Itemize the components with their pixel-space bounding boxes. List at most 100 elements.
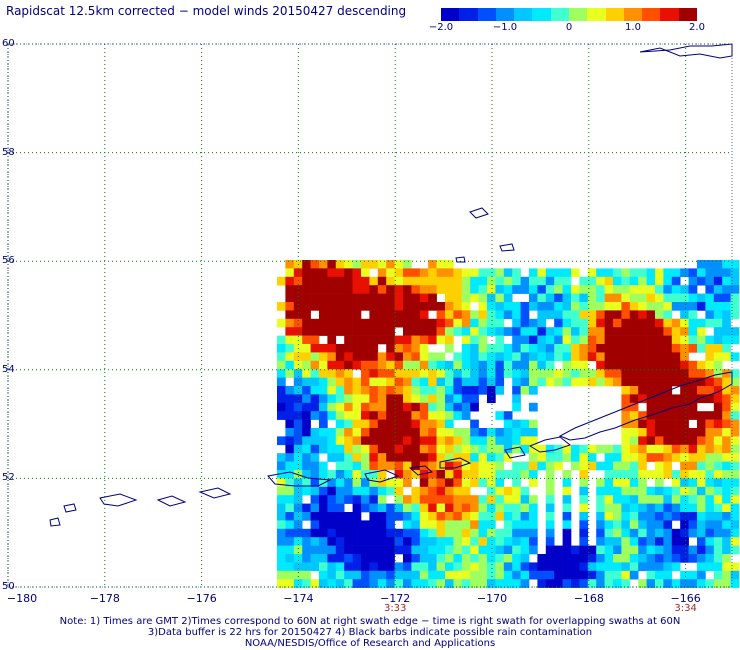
wind-cell [697, 570, 706, 580]
wind-cell [512, 444, 521, 454]
wind-cell [419, 310, 429, 320]
wind-cell [722, 436, 731, 446]
wind-cell [646, 512, 656, 521]
wind-cell [512, 335, 521, 345]
wind-cell [629, 293, 639, 303]
wind-cell [369, 495, 379, 504]
wind-cell [428, 386, 437, 395]
wind-cell [478, 512, 488, 521]
wind-cell [663, 352, 673, 362]
wind-cell [705, 360, 715, 370]
wind-cell [293, 327, 303, 336]
wind-cell [663, 285, 673, 294]
wind-cell [629, 436, 639, 446]
wind-cell [352, 276, 362, 286]
wind-cell [461, 327, 471, 336]
wind-cell [571, 344, 580, 353]
wind-cell [655, 428, 664, 437]
wind-cell [394, 293, 404, 303]
colorbar [441, 8, 697, 21]
wind-cell [453, 268, 463, 278]
wind-cell [713, 310, 723, 320]
wind-cell [621, 562, 631, 572]
wind-cell [688, 386, 698, 395]
wind-cell [352, 352, 362, 362]
wind-cell [621, 386, 631, 395]
wind-cell [335, 377, 345, 387]
wind-cell [613, 512, 622, 521]
wind-cell [562, 570, 572, 580]
wind-cell [680, 579, 689, 588]
wind-cell [327, 428, 337, 437]
wind-cell [529, 444, 538, 454]
swath-time-label: 3:33 [383, 603, 407, 614]
wind-cell [335, 562, 345, 572]
wind-cell [596, 344, 605, 353]
wind-cell [613, 310, 622, 320]
wind-cell [403, 402, 412, 412]
wind-cell [386, 453, 395, 462]
wind-cell [655, 276, 664, 286]
wind-cell [436, 520, 446, 530]
wind-cell [478, 276, 488, 286]
wind-cell [680, 318, 689, 328]
wind-cell [411, 310, 421, 320]
wind-cell [319, 411, 328, 420]
wind-cell [663, 327, 673, 336]
wind-cell [730, 386, 740, 395]
wind-cell [663, 428, 673, 437]
wind-cell [629, 411, 639, 420]
wind-cell [327, 537, 337, 546]
wind-cell [445, 285, 454, 294]
wind-cell [596, 318, 605, 328]
wind-cell [529, 268, 538, 278]
wind-cell [478, 369, 488, 378]
wind-cell [545, 579, 555, 588]
wind-cell [335, 260, 345, 269]
wind-cell [419, 478, 429, 488]
wind-cell [310, 461, 320, 471]
wind-cell [680, 461, 689, 471]
wind-cell [302, 411, 311, 420]
wind-cell [428, 318, 437, 328]
wind-cell [411, 495, 421, 504]
longitude-label: −174 [283, 592, 314, 605]
wind-cell [403, 503, 412, 513]
wind-cell [411, 554, 421, 563]
wind-cell [293, 302, 303, 311]
wind-cell [663, 461, 673, 471]
wind-cell [302, 461, 311, 471]
wind-cell [411, 486, 421, 496]
wind-cell [562, 562, 572, 572]
wind-cell [369, 478, 379, 488]
wind-cell [436, 444, 446, 454]
wind-cell [529, 562, 538, 572]
wind-cell [461, 470, 471, 479]
wind-cell [419, 495, 429, 504]
wind-cell [529, 495, 538, 504]
wind-cell [487, 369, 496, 378]
wind-cell [629, 386, 639, 395]
wind-cell [579, 495, 589, 504]
wind-cell [529, 285, 538, 294]
wind-cell [369, 453, 379, 462]
wind-cell [663, 335, 673, 345]
wind-cell [445, 428, 454, 437]
wind-cell [293, 285, 303, 294]
wind-cell [537, 554, 547, 563]
wind-cell [495, 503, 505, 513]
wind-cell [697, 411, 706, 420]
wind-cell [646, 335, 656, 345]
wind-cell [613, 478, 622, 488]
wind-cell [453, 579, 463, 588]
wind-cell [604, 579, 614, 588]
wind-cell [680, 520, 689, 530]
wind-cell [361, 285, 370, 294]
wind-cell [638, 520, 647, 530]
wind-cell [445, 360, 454, 370]
wind-cell [520, 428, 530, 437]
wind-cell [722, 528, 731, 538]
wind-cell [621, 276, 631, 286]
wind-cell [394, 461, 404, 471]
wind-cell [411, 327, 421, 336]
